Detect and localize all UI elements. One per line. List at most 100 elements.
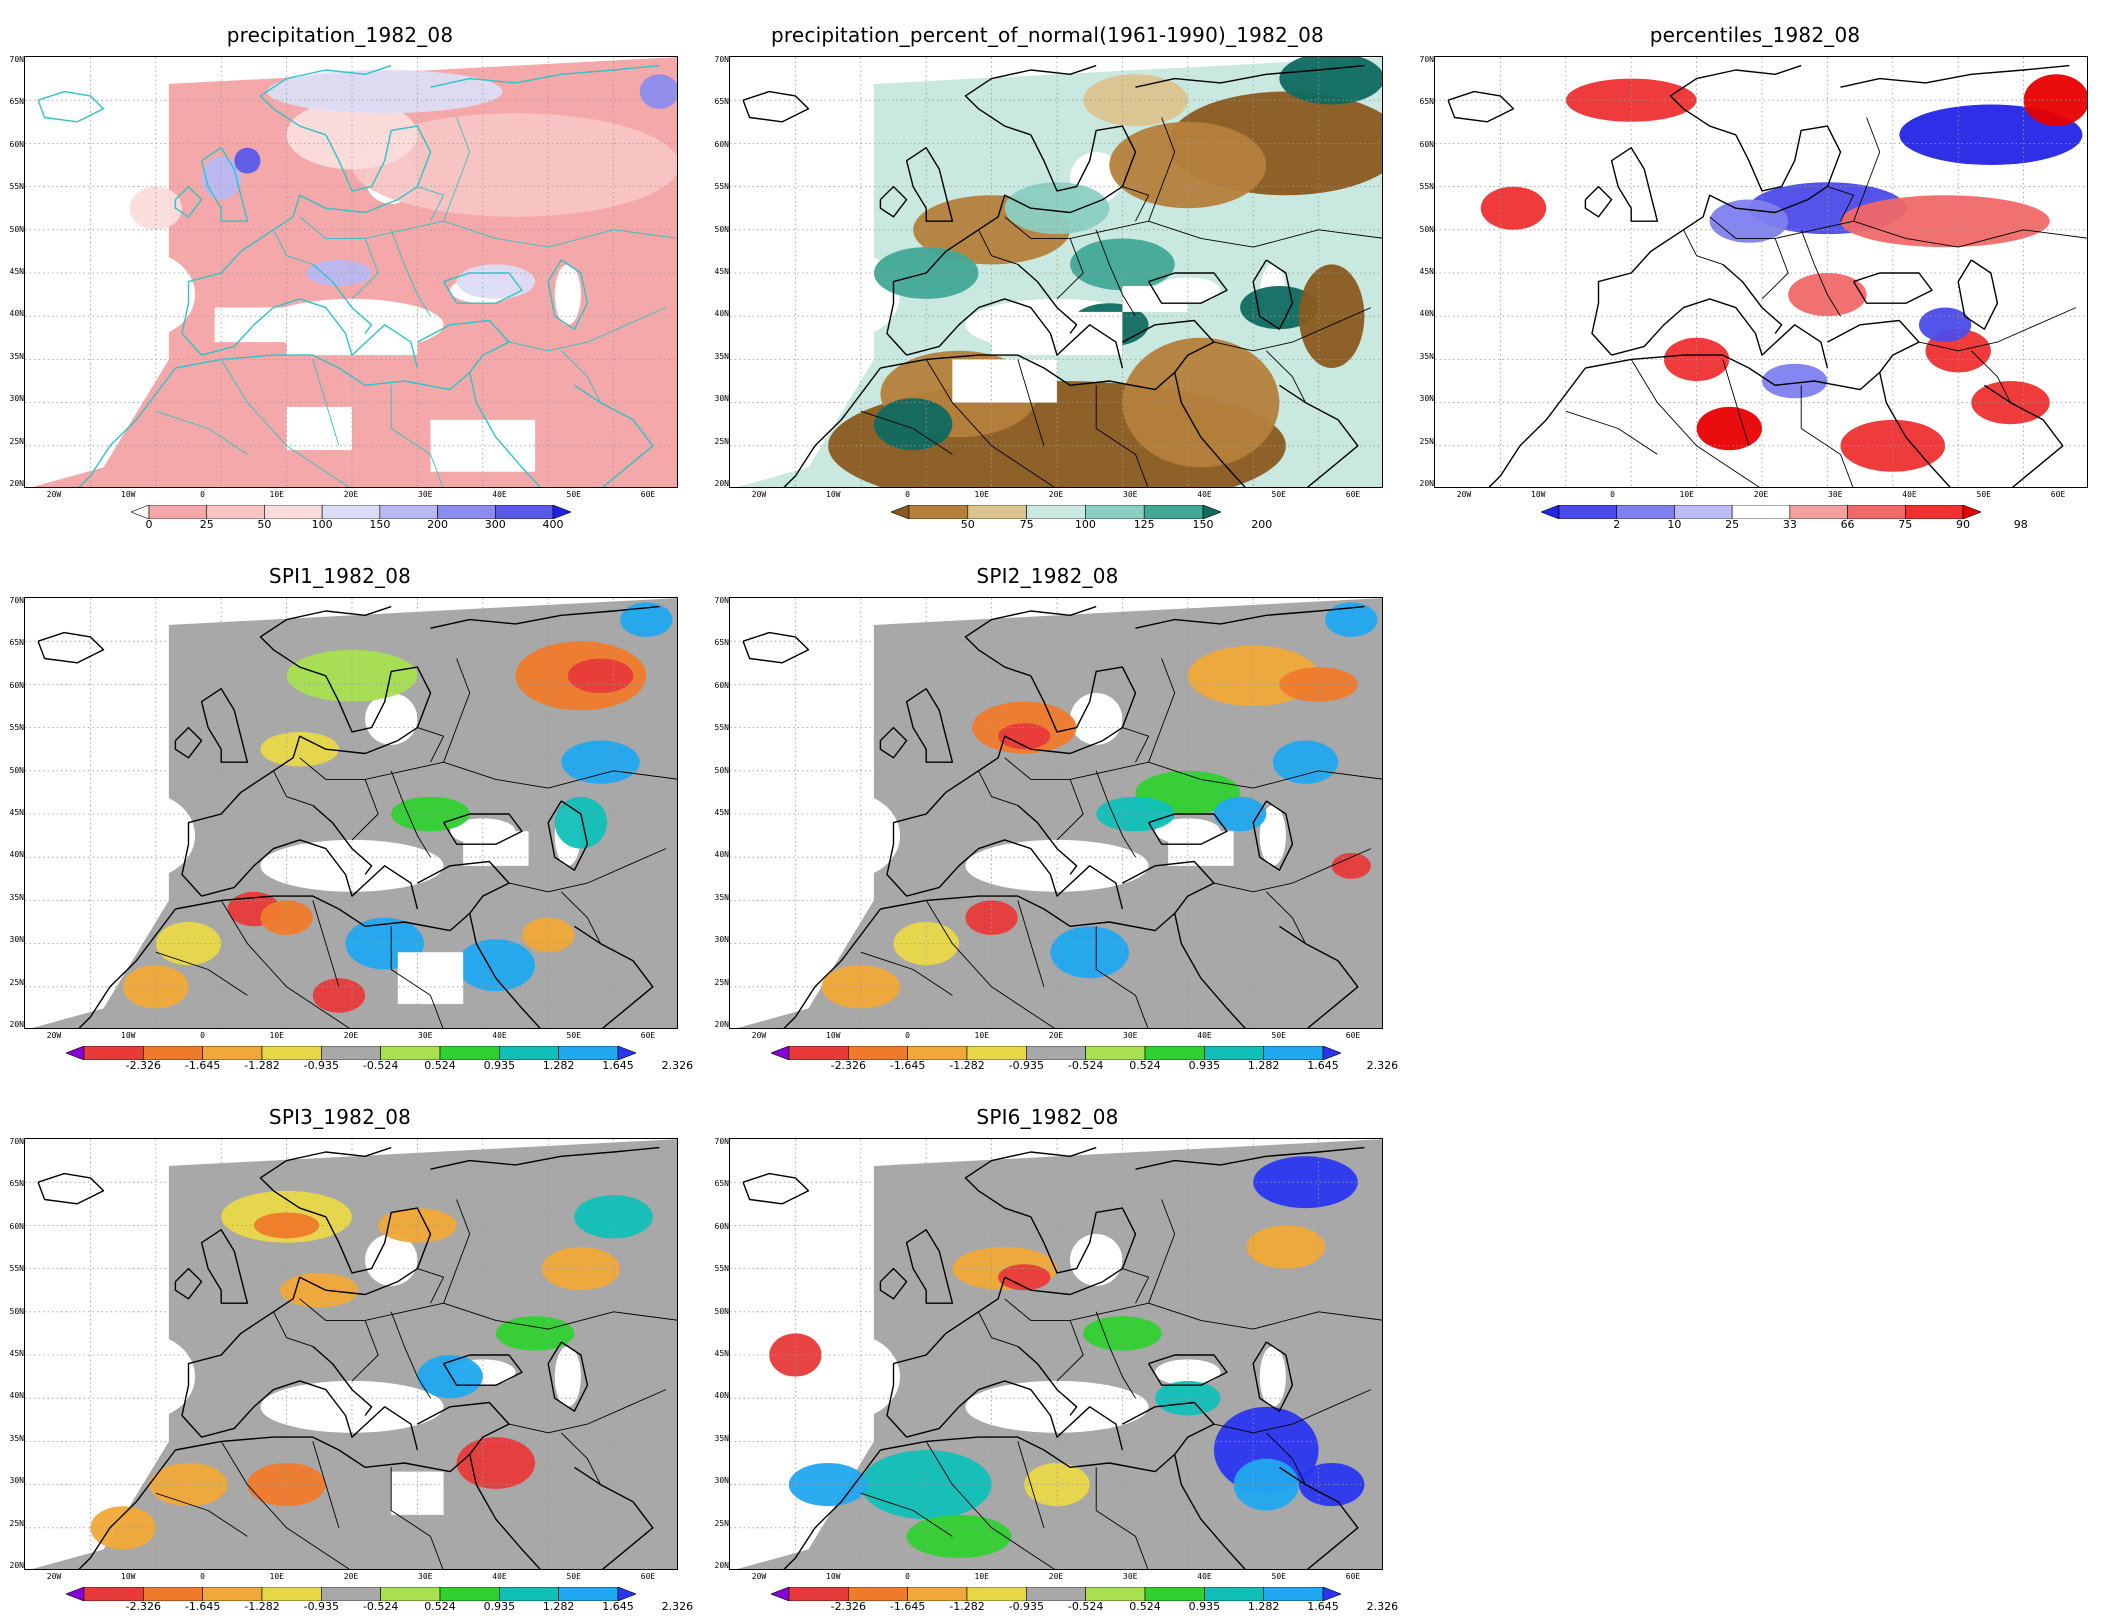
coastline (174, 726, 203, 759)
colorbar-label: 90 (1956, 518, 1970, 531)
colorbar-swatch (1616, 504, 1675, 520)
coastline (312, 804, 373, 875)
country-border (155, 951, 248, 996)
colorbar-swatch (1026, 1586, 1086, 1602)
colorbar-label: 98 (2013, 518, 2028, 531)
coastline (880, 1436, 1176, 1473)
colorbar-swatch (1322, 1586, 1342, 1602)
longitude-tick-label: 40E (492, 490, 507, 499)
country-border (390, 926, 444, 1028)
colorbar-label: 1.645 (602, 1059, 634, 1072)
field-contour (1240, 285, 1319, 330)
colorbar-swatch (65, 1586, 85, 1602)
coastline (78, 1449, 176, 1569)
country-border (312, 1441, 340, 1528)
country-border (1265, 891, 1306, 944)
latitude-tick-label: 70N (714, 55, 729, 64)
country-border (1709, 216, 1854, 239)
country-border (925, 359, 1055, 487)
coastline (1584, 185, 1613, 218)
longitude-tick-label: 20E (1048, 1572, 1064, 1581)
coastline (574, 925, 654, 1028)
coastline (181, 770, 274, 897)
field-contour (906, 1514, 1012, 1559)
latitude-tick-label: 40N (714, 1391, 729, 1401)
colorbar-label: 2.326 (661, 1600, 694, 1613)
latitude-tick-label: 30N (9, 935, 24, 945)
atlantic-ocean (25, 1139, 169, 1569)
longitude-tick-label: 50E (1271, 1572, 1286, 1581)
country-border (390, 1311, 431, 1399)
longitude-tick-label: 60E (640, 1572, 656, 1581)
colorbar-label: 100 (311, 518, 333, 531)
longitude-tick-label: 10E (974, 1031, 989, 1040)
panel-percentiles: percentiles_1982_08 70N 65N 60N 55N 50N 45N 40… (1410, 22, 2100, 542)
country-border (312, 359, 340, 446)
colorbar-swatch (1674, 504, 1733, 520)
colorbar-label: 50 (257, 518, 272, 531)
latitude-tick-label: 35N (9, 351, 24, 361)
colorbar-label: -0.524 (362, 1600, 399, 1613)
latitude-tick-label: 25N (9, 977, 24, 987)
longitude-tick-label: 10E (269, 490, 284, 499)
latitude-tick-label: 60N (9, 139, 24, 149)
coastline (742, 90, 810, 123)
coastline (1957, 259, 1999, 330)
longitude-tick-label: 40E (492, 1031, 507, 1040)
map-field (730, 598, 1382, 1028)
colorbar-label: 0.524 (424, 1600, 456, 1613)
country-border (1630, 359, 1760, 487)
longitude-tick-label: 30E (418, 1031, 433, 1040)
colorbar-label: -1.645 (184, 1059, 221, 1072)
map-field (25, 57, 677, 487)
field-contour (639, 74, 677, 109)
country-border (443, 761, 677, 789)
field-contour (234, 147, 261, 174)
longitude-tick-label: 20W (46, 1031, 62, 1040)
longitude-tick-label: 30E (418, 490, 433, 499)
country-border (1683, 229, 1723, 265)
longitude-tick-label: 50E (566, 1572, 581, 1581)
colorbar-swatch (439, 1045, 500, 1061)
field-contour (129, 186, 182, 230)
latitude-tick-label: 35N (1419, 351, 1434, 361)
colorbar-swatch (1026, 1045, 1086, 1061)
country-border (1017, 1441, 1045, 1528)
colorbar-swatch (380, 1045, 441, 1061)
coastline (37, 631, 105, 664)
field-contour (998, 723, 1051, 750)
coastline (783, 1449, 881, 1569)
panel-precipitation: precipitation_1982_08 70N 65N 60N 55N 50N 45N… (0, 22, 680, 542)
latitude-tick-label: 70N (714, 1137, 729, 1146)
longitude-tick-label: 60E (640, 1031, 656, 1040)
coastline (37, 90, 105, 123)
map-field (1435, 57, 2087, 487)
colorbar-label: 1.282 (1247, 1600, 1280, 1613)
latitude-tick-label: 50N (714, 1306, 729, 1316)
colorbar-label: 1.645 (602, 1600, 634, 1613)
coastline (1135, 64, 1365, 88)
latitude-tick-label: 45N (714, 808, 729, 817)
colorbar-label: -1.645 (184, 1600, 221, 1613)
country-border (273, 229, 313, 265)
field-contour (873, 398, 953, 451)
country-border (1800, 385, 1854, 487)
country-border (1122, 186, 1150, 222)
country-border (978, 770, 1018, 806)
field-contour (1279, 57, 1382, 105)
colorbar-swatch (261, 1045, 322, 1061)
country-border (560, 1432, 601, 1485)
field-contour (998, 1264, 1051, 1291)
latitude-tick-label: 65N (9, 97, 24, 107)
country-border (560, 891, 601, 944)
field-contour (567, 658, 634, 694)
panel-percent-of-normal: precipitation_percent_of_normal(1961-199… (705, 22, 1390, 542)
country-border (312, 900, 340, 987)
country-border (1095, 229, 1136, 317)
map-field (730, 1139, 1382, 1569)
panel-title: precipitation_percent_of_normal(1961-199… (771, 23, 1324, 47)
country-border (1265, 1432, 1306, 1485)
colorbar-swatch (1202, 504, 1222, 520)
colorbar-swatch (1204, 1045, 1264, 1061)
field-contour (1325, 602, 1378, 637)
